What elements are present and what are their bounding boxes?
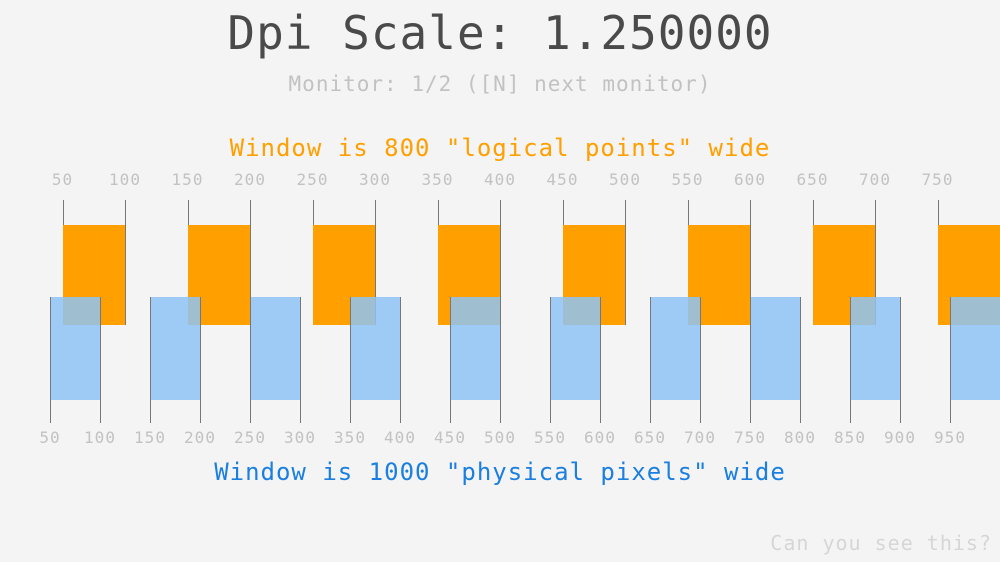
physical-tick-mark (600, 297, 601, 423)
physical-tick-label: 800 (784, 428, 816, 447)
logical-tick-mark (625, 200, 626, 325)
physical-tick-mark (750, 297, 751, 423)
physical-pixels-caption: Window is 1000 "physical pixels" wide (214, 458, 786, 486)
physical-tick-mark (200, 297, 201, 423)
logical-tick-label: 450 (546, 170, 579, 189)
physical-tick-mark (250, 297, 251, 423)
logical-tick-label: 750 (921, 170, 954, 189)
physical-tick-label: 950 (934, 428, 966, 447)
logical-tick-mark (875, 200, 876, 325)
physical-tick-mark (550, 297, 551, 423)
physical-tick-label: 150 (134, 428, 166, 447)
physical-pixels-bar (650, 297, 700, 400)
physical-pixels-bar (850, 297, 900, 400)
physical-pixels-bar (250, 297, 300, 400)
logical-tick-mark (500, 200, 501, 325)
physical-tick-label: 850 (834, 428, 866, 447)
physical-tick-label: 900 (884, 428, 916, 447)
dpi-comparison-chart: 50 100 150 200 250 300 350 400 450 500 550 600 650 70… (0, 170, 1000, 447)
physical-tick-label: 50 (39, 428, 61, 447)
visibility-check-note: Can you see this? (770, 531, 992, 555)
physical-tick-mark (900, 297, 901, 423)
logical-tick-mark (750, 200, 751, 325)
physical-tick-label: 650 (634, 428, 666, 447)
physical-tick-mark (700, 297, 701, 423)
physical-pixels-bar (50, 297, 100, 400)
logical-tick-label: 250 (296, 170, 329, 189)
physical-tick-mark (950, 297, 951, 423)
physical-tick-mark (800, 297, 801, 423)
physical-tick-mark (350, 297, 351, 423)
physical-pixels-bar (350, 297, 400, 400)
page-title: Dpi Scale: 1.250000 (227, 6, 773, 60)
logical-tick-label: 200 (234, 170, 266, 189)
physical-pixels-bar (950, 297, 1000, 400)
physical-pixels-bar (150, 297, 200, 400)
physical-tick-mark (100, 297, 101, 423)
physical-tick-mark (500, 297, 501, 423)
physical-tick-label: 100 (84, 428, 116, 447)
physical-tick-mark (450, 297, 451, 423)
physical-tick-mark (850, 297, 851, 423)
logical-tick-mark (375, 200, 376, 325)
physical-tick-label: 550 (534, 428, 566, 447)
logical-tick-mark (125, 200, 126, 325)
physical-tick-label: 300 (284, 428, 316, 447)
logical-tick-label: 400 (484, 170, 516, 189)
physical-tick-mark (650, 297, 651, 423)
physical-tick-mark (300, 297, 301, 423)
logical-tick-label: 700 (859, 170, 891, 189)
logical-tick-label: 550 (671, 170, 704, 189)
logical-tick-label: 350 (421, 170, 454, 189)
physical-tick-label: 200 (184, 428, 216, 447)
physical-tick-label: 350 (334, 428, 366, 447)
monitor-status: Monitor: 1/2 ([N] next monitor) (288, 72, 712, 96)
logical-tick-mark (250, 200, 251, 325)
physical-tick-mark (50, 297, 51, 423)
logical-tick-label: 600 (734, 170, 766, 189)
physical-tick-mark (400, 297, 401, 423)
logical-tick-label: 150 (171, 170, 204, 189)
logical-points-caption: Window is 800 "logical points" wide (229, 134, 771, 162)
physical-tick-label: 450 (434, 428, 466, 447)
logical-tick-label: 650 (796, 170, 829, 189)
physical-tick-label: 700 (684, 428, 716, 447)
logical-tick-label: 300 (359, 170, 391, 189)
logical-tick-label: 100 (109, 170, 141, 189)
physical-pixels-bar (450, 297, 500, 400)
physical-tick-label: 750 (734, 428, 766, 447)
physical-pixels-bar (750, 297, 800, 400)
physical-tick-label: 600 (584, 428, 616, 447)
physical-tick-label: 250 (234, 428, 266, 447)
logical-tick-label: 50 (51, 170, 74, 189)
logical-tick-label: 500 (609, 170, 641, 189)
physical-tick-label: 400 (384, 428, 416, 447)
physical-pixels-bar (550, 297, 600, 400)
physical-tick-label: 500 (484, 428, 516, 447)
physical-tick-mark (150, 297, 151, 423)
